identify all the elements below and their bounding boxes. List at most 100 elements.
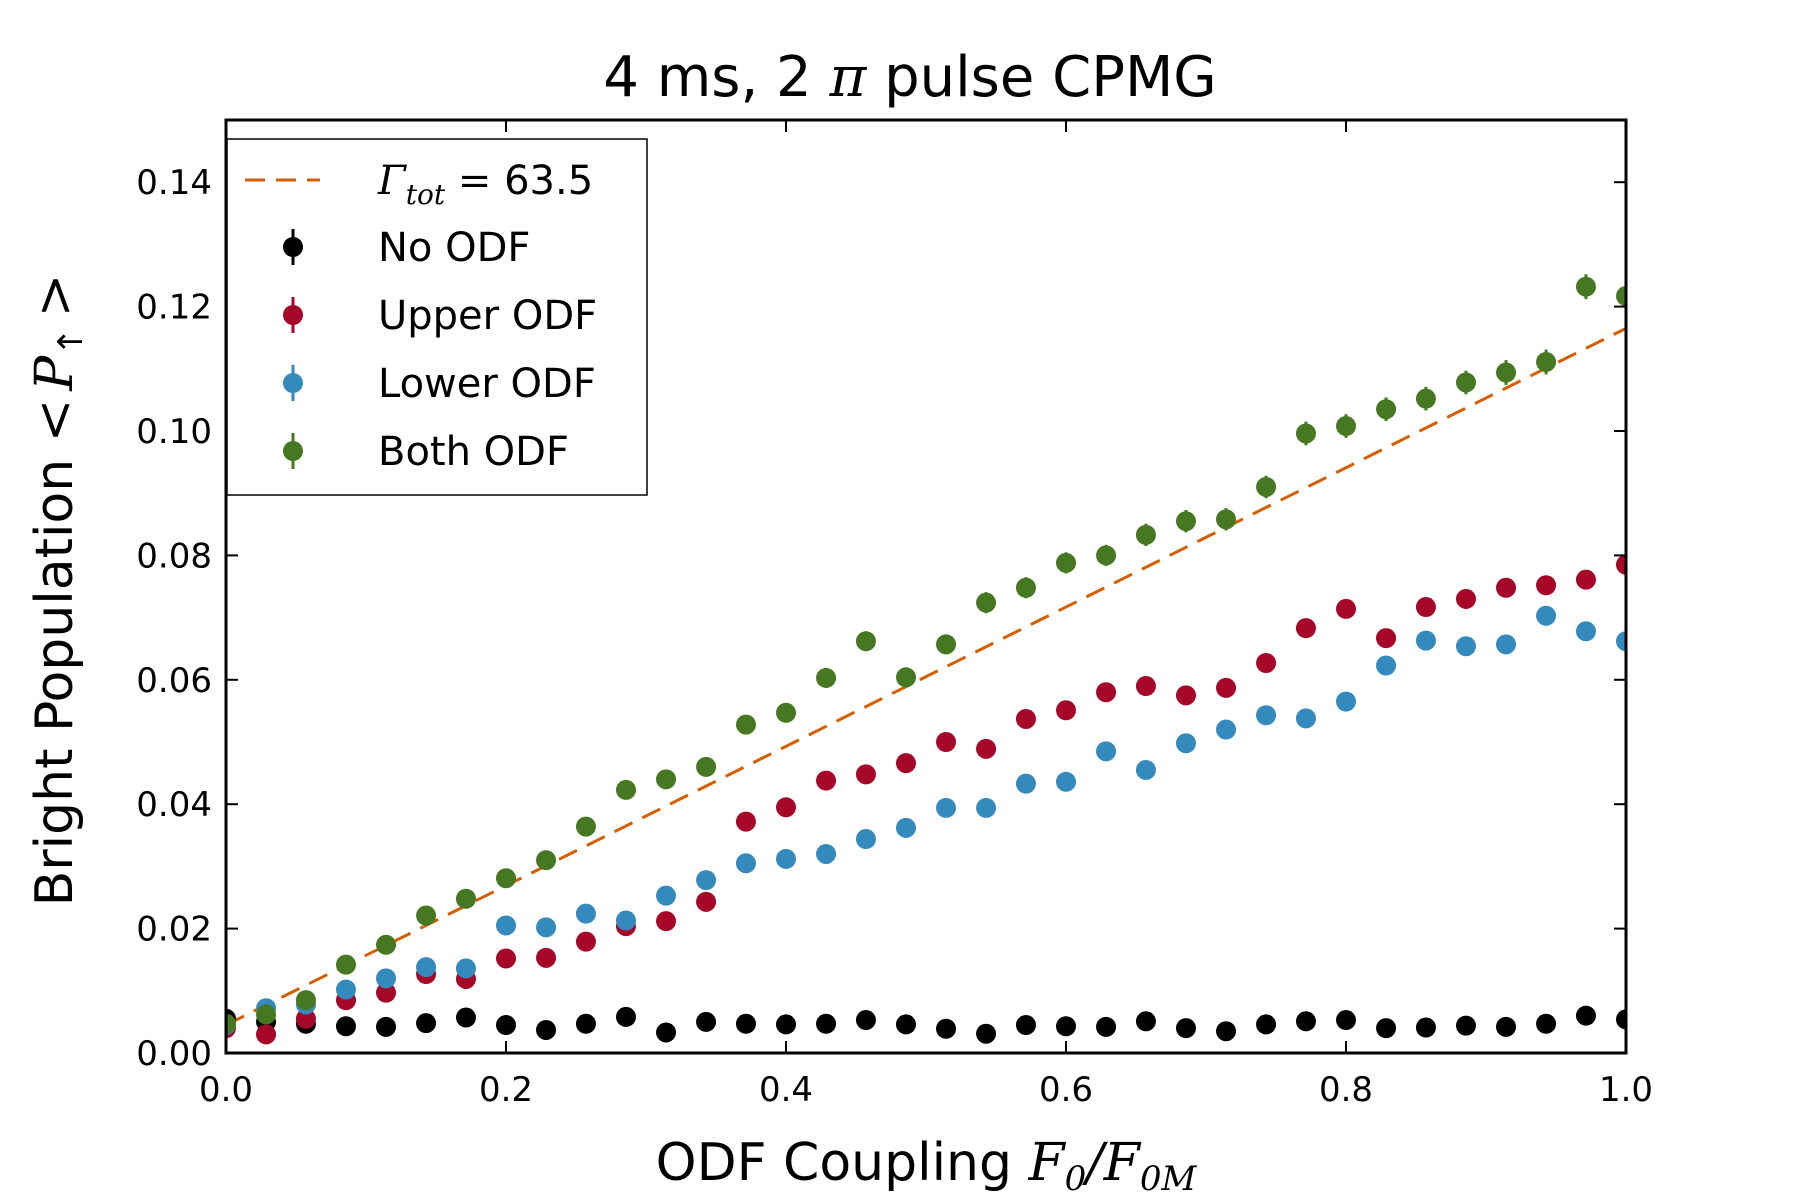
plot-frame bbox=[224, 118, 1628, 1055]
legend-label: No ODF bbox=[378, 225, 530, 271]
data-point bbox=[1616, 1009, 1626, 1030]
x-axis-label-sub-0m: 0M bbox=[1140, 1159, 1198, 1199]
y-tick-label: 0.02 bbox=[136, 910, 212, 950]
data-point bbox=[1056, 771, 1076, 792]
x-tick-label: 0.4 bbox=[759, 1070, 813, 1110]
data-point bbox=[1056, 700, 1076, 721]
chart-title-prefix: 4 ms, 2 bbox=[603, 45, 829, 110]
data-point bbox=[1496, 634, 1517, 655]
x-axis-label: ODF Coupling F0/F0M bbox=[656, 1133, 1198, 1199]
data-point bbox=[696, 1011, 717, 1032]
data-point bbox=[575, 931, 596, 952]
data-point bbox=[1216, 677, 1237, 698]
data-point bbox=[776, 1014, 796, 1035]
data-point bbox=[1496, 362, 1517, 383]
legend-fit-value: 63.5 bbox=[504, 158, 593, 204]
data-point bbox=[376, 968, 397, 989]
data-point bbox=[1256, 1014, 1277, 1035]
data-point bbox=[895, 1014, 916, 1035]
data-point bbox=[735, 1013, 756, 1034]
data-point bbox=[1096, 1016, 1117, 1037]
data-point bbox=[816, 770, 837, 791]
y-axis-label-gt: > bbox=[25, 274, 85, 318]
data-point bbox=[1295, 708, 1316, 729]
data-point bbox=[1256, 705, 1277, 726]
legend-fit-sub: tot bbox=[406, 178, 446, 211]
data-point bbox=[696, 870, 717, 891]
data-point bbox=[1175, 685, 1196, 706]
data-point bbox=[536, 850, 557, 871]
data-point bbox=[256, 1024, 277, 1045]
data-point bbox=[455, 958, 476, 979]
data-point bbox=[976, 797, 997, 818]
data-point bbox=[1015, 1015, 1036, 1036]
data-point bbox=[416, 1013, 437, 1034]
y-axis-label: Bright Population < P↑ > bbox=[25, 274, 91, 907]
data-point bbox=[615, 779, 636, 800]
data-point bbox=[335, 1016, 356, 1037]
data-point bbox=[936, 797, 957, 818]
y-tick-label: 0.00 bbox=[136, 1034, 212, 1074]
y-axis-label-lt: < bbox=[25, 399, 85, 443]
data-point bbox=[1295, 1011, 1316, 1032]
series-upper-odf bbox=[226, 554, 1626, 1045]
data-point bbox=[376, 1016, 397, 1037]
data-point bbox=[735, 853, 756, 874]
data-point bbox=[656, 769, 677, 790]
data-point bbox=[496, 1015, 516, 1036]
data-point bbox=[1256, 476, 1277, 497]
data-point bbox=[855, 764, 876, 785]
data-point bbox=[575, 1013, 596, 1034]
data-point bbox=[1175, 1018, 1196, 1039]
data-point bbox=[335, 954, 356, 975]
data-point bbox=[1096, 545, 1117, 566]
data-point bbox=[416, 957, 437, 978]
data-point bbox=[976, 738, 997, 759]
legend: Γtot = 63.5 No ODF Upper ODF Lower ODF Both… bbox=[226, 138, 648, 496]
data-point bbox=[455, 888, 476, 909]
data-point bbox=[1536, 605, 1557, 626]
data-point bbox=[895, 817, 916, 838]
x-tick-label: 0.0 bbox=[199, 1070, 253, 1110]
data-point bbox=[615, 910, 636, 931]
data-point bbox=[855, 829, 876, 850]
data-point bbox=[656, 885, 677, 906]
data-point bbox=[295, 990, 316, 1011]
x-axis-label-sub-0: 0 bbox=[1065, 1159, 1087, 1199]
data-point bbox=[1616, 631, 1626, 652]
data-point bbox=[1015, 708, 1036, 729]
data-point bbox=[1415, 630, 1436, 651]
data-point bbox=[1216, 719, 1237, 740]
data-point bbox=[1216, 1021, 1237, 1042]
data-point bbox=[855, 1010, 876, 1031]
data-point bbox=[1455, 588, 1476, 609]
legend-marker bbox=[283, 373, 303, 393]
fit-layer bbox=[225, 327, 1627, 1027]
data-point bbox=[895, 753, 916, 774]
legend-marker bbox=[283, 237, 303, 257]
x-axis-label-math-f2: F bbox=[1103, 1133, 1142, 1193]
data-point bbox=[1376, 655, 1397, 676]
data-point bbox=[1096, 682, 1117, 703]
data-point bbox=[575, 816, 596, 837]
data-point bbox=[1376, 399, 1397, 420]
data-point bbox=[1056, 1016, 1076, 1037]
legend-fit-eq: = bbox=[445, 158, 504, 204]
y-axis-label-math-p: P bbox=[25, 355, 85, 392]
y-tick-label: 0.08 bbox=[136, 536, 212, 576]
data-point bbox=[976, 1023, 997, 1044]
data-point bbox=[1536, 575, 1557, 596]
data-point bbox=[256, 1004, 277, 1025]
legend-label: Lower ODF bbox=[378, 361, 596, 407]
data-point bbox=[1496, 1016, 1517, 1037]
chart-title-suffix: pulse CPMG bbox=[866, 45, 1216, 110]
ticks-layer: 0.0 0.2 0.4 0.6 0.8 1.0 0.00 0.02 0.04 0.06 0.08 0.… bbox=[136, 120, 1653, 1110]
data-point bbox=[735, 811, 756, 832]
y-tick-label: 0.14 bbox=[136, 163, 212, 203]
data-point bbox=[1015, 773, 1036, 794]
data-point bbox=[696, 891, 717, 912]
data-point bbox=[855, 631, 876, 652]
data-point bbox=[936, 1018, 957, 1039]
data-point bbox=[1295, 423, 1316, 444]
